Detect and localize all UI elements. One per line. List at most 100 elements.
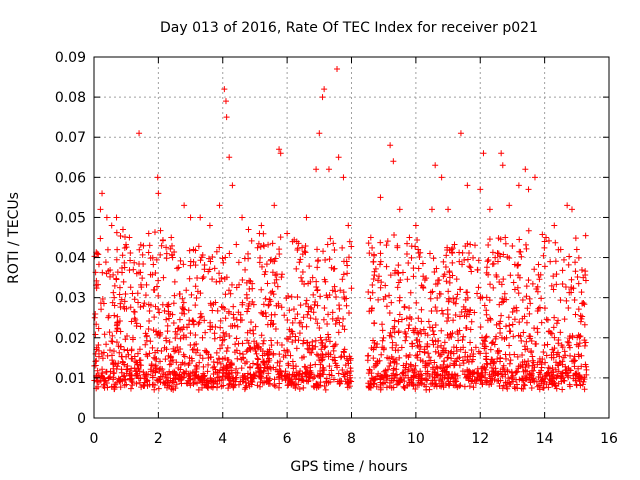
data-point	[170, 379, 177, 386]
data-point	[441, 367, 448, 374]
data-point	[200, 273, 207, 280]
data-point	[204, 368, 211, 375]
data-point	[180, 374, 187, 381]
data-point	[464, 182, 471, 189]
data-point	[318, 357, 325, 364]
data-point	[552, 239, 559, 246]
data-point	[526, 295, 533, 302]
data-point	[133, 380, 140, 387]
data-point	[426, 324, 433, 331]
data-point	[129, 355, 136, 362]
data-point	[285, 362, 292, 369]
data-point	[561, 348, 568, 355]
data-point	[157, 227, 164, 234]
data-point	[162, 356, 169, 363]
data-point	[201, 317, 208, 324]
data-point	[411, 367, 418, 374]
data-point	[420, 326, 427, 333]
data-point	[118, 369, 125, 376]
data-point	[535, 261, 542, 268]
data-point	[445, 297, 452, 304]
data-point	[282, 368, 289, 375]
data-point	[444, 306, 451, 313]
data-point	[121, 372, 128, 379]
data-point	[265, 241, 272, 248]
data-point	[330, 240, 337, 247]
data-point	[100, 349, 107, 356]
data-point	[331, 247, 338, 254]
data-point	[377, 194, 384, 201]
data-point	[340, 174, 347, 181]
data-point	[311, 384, 318, 391]
data-point	[346, 377, 353, 384]
data-point	[92, 358, 99, 365]
data-point	[425, 318, 432, 325]
data-point	[101, 331, 108, 338]
data-point	[578, 352, 585, 359]
data-point	[475, 257, 482, 264]
data-point	[176, 290, 183, 297]
data-point	[303, 297, 310, 304]
data-point	[128, 375, 135, 382]
data-point	[415, 249, 422, 256]
data-point	[217, 345, 224, 352]
data-point	[564, 202, 571, 209]
data-point	[192, 372, 199, 379]
data-point	[181, 353, 188, 360]
data-point	[216, 202, 223, 209]
data-point	[417, 357, 424, 364]
data-point	[222, 365, 229, 372]
data-point	[402, 372, 409, 379]
data-point	[452, 312, 459, 319]
data-point	[141, 300, 148, 307]
data-point	[226, 332, 233, 339]
data-point	[276, 351, 283, 358]
data-point	[110, 376, 117, 383]
data-point	[246, 344, 253, 351]
y-axis-ticks: 0 0.01 0.02 0.03 0.04 0.05 0.06 0.07 0.08 0.09	[55, 50, 609, 427]
data-point	[377, 258, 384, 265]
data-point	[529, 353, 536, 360]
data-point	[396, 297, 403, 304]
y-tick-label: 0.06	[55, 170, 86, 186]
data-point	[398, 316, 405, 323]
data-point	[321, 382, 328, 389]
data-point	[396, 206, 403, 213]
data-point	[459, 368, 466, 375]
data-point	[136, 130, 143, 137]
data-point	[393, 360, 400, 367]
data-point	[431, 359, 438, 366]
data-point	[136, 261, 143, 268]
data-point	[317, 361, 324, 368]
data-point	[468, 347, 475, 354]
data-point	[323, 375, 330, 382]
data-point	[445, 314, 452, 321]
data-point	[303, 214, 310, 221]
data-point	[318, 337, 325, 344]
data-point	[284, 347, 291, 354]
data-point	[567, 352, 574, 359]
data-point	[116, 291, 123, 298]
data-point	[453, 382, 460, 389]
data-point	[550, 378, 557, 385]
data-point	[456, 383, 463, 390]
data-point	[553, 271, 560, 278]
data-point	[243, 348, 250, 355]
data-point	[307, 304, 314, 311]
data-point	[304, 345, 311, 352]
data-point	[572, 235, 579, 242]
data-point	[403, 360, 410, 367]
data-point	[330, 265, 337, 272]
data-point	[421, 277, 428, 284]
data-point	[149, 374, 156, 381]
data-point	[410, 382, 417, 389]
data-point	[505, 314, 512, 321]
data-point	[432, 281, 439, 288]
data-point	[544, 369, 551, 376]
data-point	[165, 352, 172, 359]
data-point	[324, 321, 331, 328]
data-point	[320, 364, 327, 371]
data-point	[92, 331, 99, 338]
data-point	[566, 342, 573, 349]
data-point	[258, 222, 265, 229]
